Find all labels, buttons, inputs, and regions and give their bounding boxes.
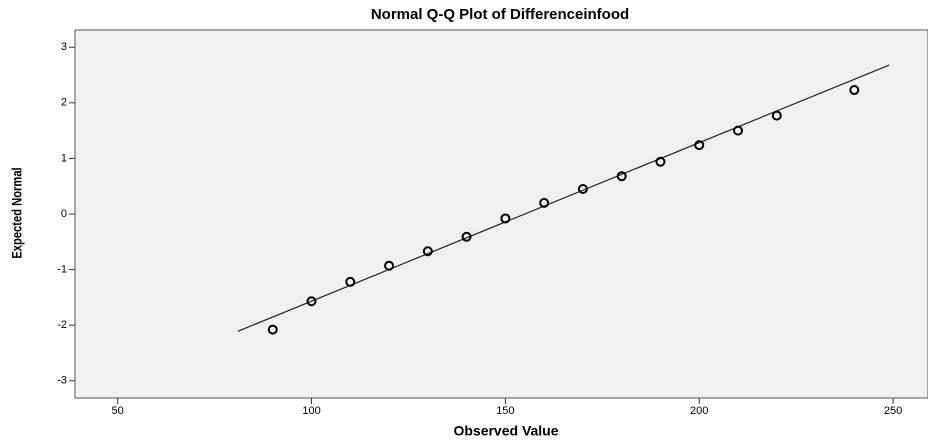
data-point <box>539 197 550 208</box>
data-point <box>733 125 744 136</box>
y-axis-label: Expected Normal <box>10 167 25 258</box>
data-point <box>655 156 666 167</box>
x-tick-label: 200 <box>690 405 708 417</box>
x-tick-label: 150 <box>496 405 514 417</box>
data-point <box>384 260 395 271</box>
x-tick-label: 50 <box>112 405 124 417</box>
y-tick-label: 3 <box>61 41 67 53</box>
data-point <box>694 140 705 151</box>
x-axis-label: Observed Value <box>453 423 558 439</box>
data-point <box>616 171 627 182</box>
y-tick-label: 0 <box>61 208 67 220</box>
data-point <box>267 324 278 335</box>
x-tick-label: 250 <box>884 405 902 417</box>
y-tick-label: -1 <box>57 263 67 275</box>
data-point <box>345 276 356 287</box>
data-point <box>849 85 860 96</box>
y-tick-label: -2 <box>57 319 67 331</box>
data-point <box>306 296 317 307</box>
plot-area <box>74 29 928 399</box>
data-point <box>422 246 433 257</box>
y-tick-label: 1 <box>61 152 67 164</box>
y-tick-label: -3 <box>57 375 67 387</box>
chart-title: Normal Q-Q Plot of Differenceinfood <box>371 6 629 23</box>
data-point <box>500 213 511 224</box>
y-tick-label: 2 <box>61 97 67 109</box>
data-point <box>577 183 588 194</box>
data-point <box>771 110 782 121</box>
x-tick-label: 100 <box>302 405 320 417</box>
data-point <box>461 231 472 242</box>
reference-line <box>237 64 890 332</box>
